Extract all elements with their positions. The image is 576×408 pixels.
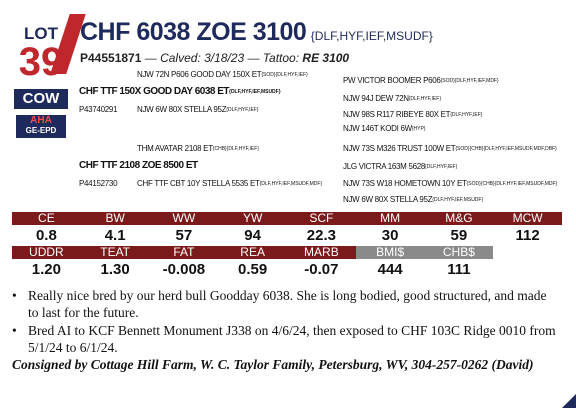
pedigree-tags: {DLF,HYF,IEF,MSUDF}	[229, 89, 281, 95]
pedigree-entry: NJW 73S W18 HOMETOWN 10Y ET{SOD}{CHB}{DL…	[343, 179, 557, 188]
epd-header: REA	[218, 246, 287, 259]
epd-header: YW	[218, 212, 287, 225]
epd-header-row: CE BW WW YW SCF MM M&G MCW	[12, 212, 562, 225]
pedigree-tags: {SOD}{CHB}{DLF,HYF,IEF,MSUDF,MDF,DBF}	[455, 146, 557, 152]
pedigree-tags: {SOD}{DLF,HYF,IEF}	[261, 72, 308, 78]
epd-value: -0.008	[162, 261, 206, 278]
epd-value: 112	[515, 227, 540, 244]
pedigree-entry: NJW 98S R117 RIBEYE 80X ET{DLF,HYF,IEF}	[343, 110, 482, 119]
pedigree-name: CHF TTF 150X GOOD DAY 6038 ET	[79, 86, 230, 97]
pedigree-tags: {DLF,HYF,IEF}	[450, 112, 483, 118]
pedigree-entry: THM AVATAR 2108 ET{CHB}{DLF,HYF,IEF}	[137, 144, 259, 153]
pedigree-name: NJW 73S W18 HOMETOWN 10Y ET	[343, 179, 467, 188]
epd-header: CE	[12, 212, 81, 225]
epd-header: MARB	[287, 246, 356, 259]
epd-header: UDDR	[12, 246, 81, 259]
epd-blank	[493, 259, 562, 280]
epd-header: CHB$	[424, 246, 494, 259]
pedigree-main: CHF TTF 2108 ZOE 8500 ET	[79, 160, 198, 171]
epd-header: TEAT	[80, 246, 150, 259]
pedigree-tags: {SOD}{CHB}{DLF,HYF,IEF,MSUDF,MDF}	[466, 181, 558, 187]
epd-value: 1.30	[100, 261, 130, 278]
pedigree-main: CHF TTF 150X GOOD DAY 6038 ET{DLF,HYF,IE…	[79, 86, 281, 97]
pedigree-tags: {DLF,HYF,IEF}	[408, 96, 441, 102]
epd-table: CE BW WW YW SCF MM M&G MCW 0.8 4.1 57 94 22.3 30 59 112…	[12, 212, 562, 280]
pedigree-entry: NJW 73S M326 TRUST 100W ET{SOD}{CHB}{DLF…	[343, 144, 557, 153]
epd-header: SCF	[287, 212, 356, 225]
breed-logo: AHA GE-EPD	[16, 115, 66, 138]
epd-header: MCW	[493, 212, 562, 225]
epd-value: 4.1	[104, 227, 126, 244]
corner-decoration	[562, 394, 576, 408]
lot-number: 39	[18, 40, 64, 84]
logo-text: GE-EPD	[25, 126, 57, 135]
epd-header: FAT	[149, 246, 219, 259]
pedigree-tags: {DLF,HYF,IEF}	[226, 107, 259, 113]
pedigree-tags: {DLF,HYF,IEF,MSUDF}	[432, 197, 484, 203]
animal-name: CHF 6038 ZOE 3100	[80, 18, 307, 46]
pedigree-entry: NJW 72N P606 GOOD DAY 150X ET{SOD}{DLF,H…	[137, 70, 308, 79]
pedigree-entry: NJW 146T KODI 6W{HYP}	[343, 124, 425, 133]
epd-value: -0.07	[304, 261, 339, 278]
note: Really nice bred by our herd bull Goodda…	[12, 287, 557, 321]
title: CHF 6038 ZOE 3100 {DLF,HYF,IEF,MSUDF}	[80, 18, 433, 47]
epd-value: 94	[244, 227, 261, 244]
pedigree-entry: NJW 6W 80X STELLA 95Z{DLF,HYF,IEF,MSUDF}	[343, 195, 483, 204]
note: Bred AI to KCF Bennett Monument J338 on …	[12, 322, 557, 356]
notes: Really nice bred by our herd bull Goodda…	[12, 287, 557, 357]
designations: {DLF,HYF,IEF,MSUDF}	[310, 29, 433, 43]
consignor: Consigned by Cottage Hill Farm, W. C. Ta…	[12, 357, 534, 372]
epd-header: BMI$	[355, 246, 425, 259]
epd-header-row: UDDR TEAT FAT REA MARB BMI$ CHB$	[12, 246, 562, 259]
lot-sex: COW	[14, 89, 68, 109]
lot-label: LOT	[24, 24, 58, 43]
pedigree-registration: P44152730	[79, 179, 118, 188]
epd-value: 30	[381, 227, 399, 244]
epd-value-row: 0.8 4.1 57 94 22.3 30 59 112	[12, 225, 562, 246]
pedigree-entry: CHF TTF CBT 10Y STELLA 5535 ET{DLF,HYF,I…	[137, 179, 322, 188]
tattoo: RE 3100	[302, 51, 350, 65]
pedigree-tags: {HYP}	[411, 126, 426, 132]
pedigree-name: NJW 6W 80X STELLA 95Z	[343, 195, 433, 204]
epd-header: MM	[355, 212, 425, 225]
pedigree-name: NJW 146T KODI 6W	[343, 124, 412, 133]
pedigree-tags: {DLF,HYF,IEF}	[425, 164, 458, 170]
epd-header: WW	[149, 212, 219, 225]
epd-value: 1.20	[31, 261, 61, 278]
epd-value: 57	[175, 227, 193, 244]
pedigree-name: NJW 72N P606 GOOD DAY 150X ET	[137, 70, 262, 79]
pedigree-name: NJW 94J DEW 72N	[343, 94, 409, 103]
epd-header: BW	[80, 212, 150, 225]
epd-value: 0.8	[35, 227, 57, 244]
registration: P44551871	[80, 51, 142, 65]
pedigree-name: JLG VICTRA 163M 5628	[343, 162, 426, 171]
epd-value: 22.3	[306, 227, 336, 244]
pedigree-entry: PW VICTOR BOOMER P606{SOD}{DLF,HYF,IEF,M…	[343, 76, 499, 85]
pedigree-registration: P43740291	[79, 105, 118, 114]
details: — Calved: 3/18/23 — Tattoo:	[144, 51, 300, 65]
pedigree-entry: NJW 6W 80X STELLA 95Z{DLF,HYF,IEF}	[137, 105, 259, 114]
epd-value: 59	[450, 227, 468, 244]
epd-value: 111	[447, 261, 471, 278]
pedigree-name: PW VICTOR BOOMER P606	[343, 76, 441, 85]
pedigree-tags: {SOD}{DLF,HYF,IEF,MDF}	[440, 78, 499, 84]
pedigree-name: THM AVATAR 2108 ET	[137, 144, 213, 153]
logo-text: AHA	[30, 115, 52, 126]
pedigree-name: NJW 98S R117 RIBEYE 80X ET	[343, 110, 451, 119]
epd-value: 0.59	[238, 261, 268, 278]
pedigree-entry: NJW 94J DEW 72N{DLF,HYF,IEF}	[343, 94, 441, 103]
subtitle: P44551871 — Calved: 3/18/23 — Tattoo: RE…	[80, 51, 349, 65]
pedigree-name: NJW 6W 80X STELLA 95Z	[137, 105, 227, 114]
pedigree-tags: {DLF,HYF,IEF,MSUDF,MDF}	[259, 181, 323, 187]
epd-value-row: 1.20 1.30 -0.008 0.59 -0.07 444 111	[12, 259, 562, 280]
pedigree-name: CHF TTF CBT 10Y STELLA 5535 ET	[137, 179, 260, 188]
pedigree-entry: JLG VICTRA 163M 5628{DLF,HYF,IEF}	[343, 162, 457, 171]
pedigree-name: NJW 73S M326 TRUST 100W ET	[343, 144, 456, 153]
epd-blank	[493, 246, 562, 259]
pedigree-tags: {CHB}{DLF,HYF,IEF}	[212, 146, 259, 152]
pedigree-name: CHF TTF 2108 ZOE 8500 ET	[79, 160, 198, 171]
epd-value: 444	[377, 261, 403, 278]
epd-header: M&G	[424, 212, 494, 225]
